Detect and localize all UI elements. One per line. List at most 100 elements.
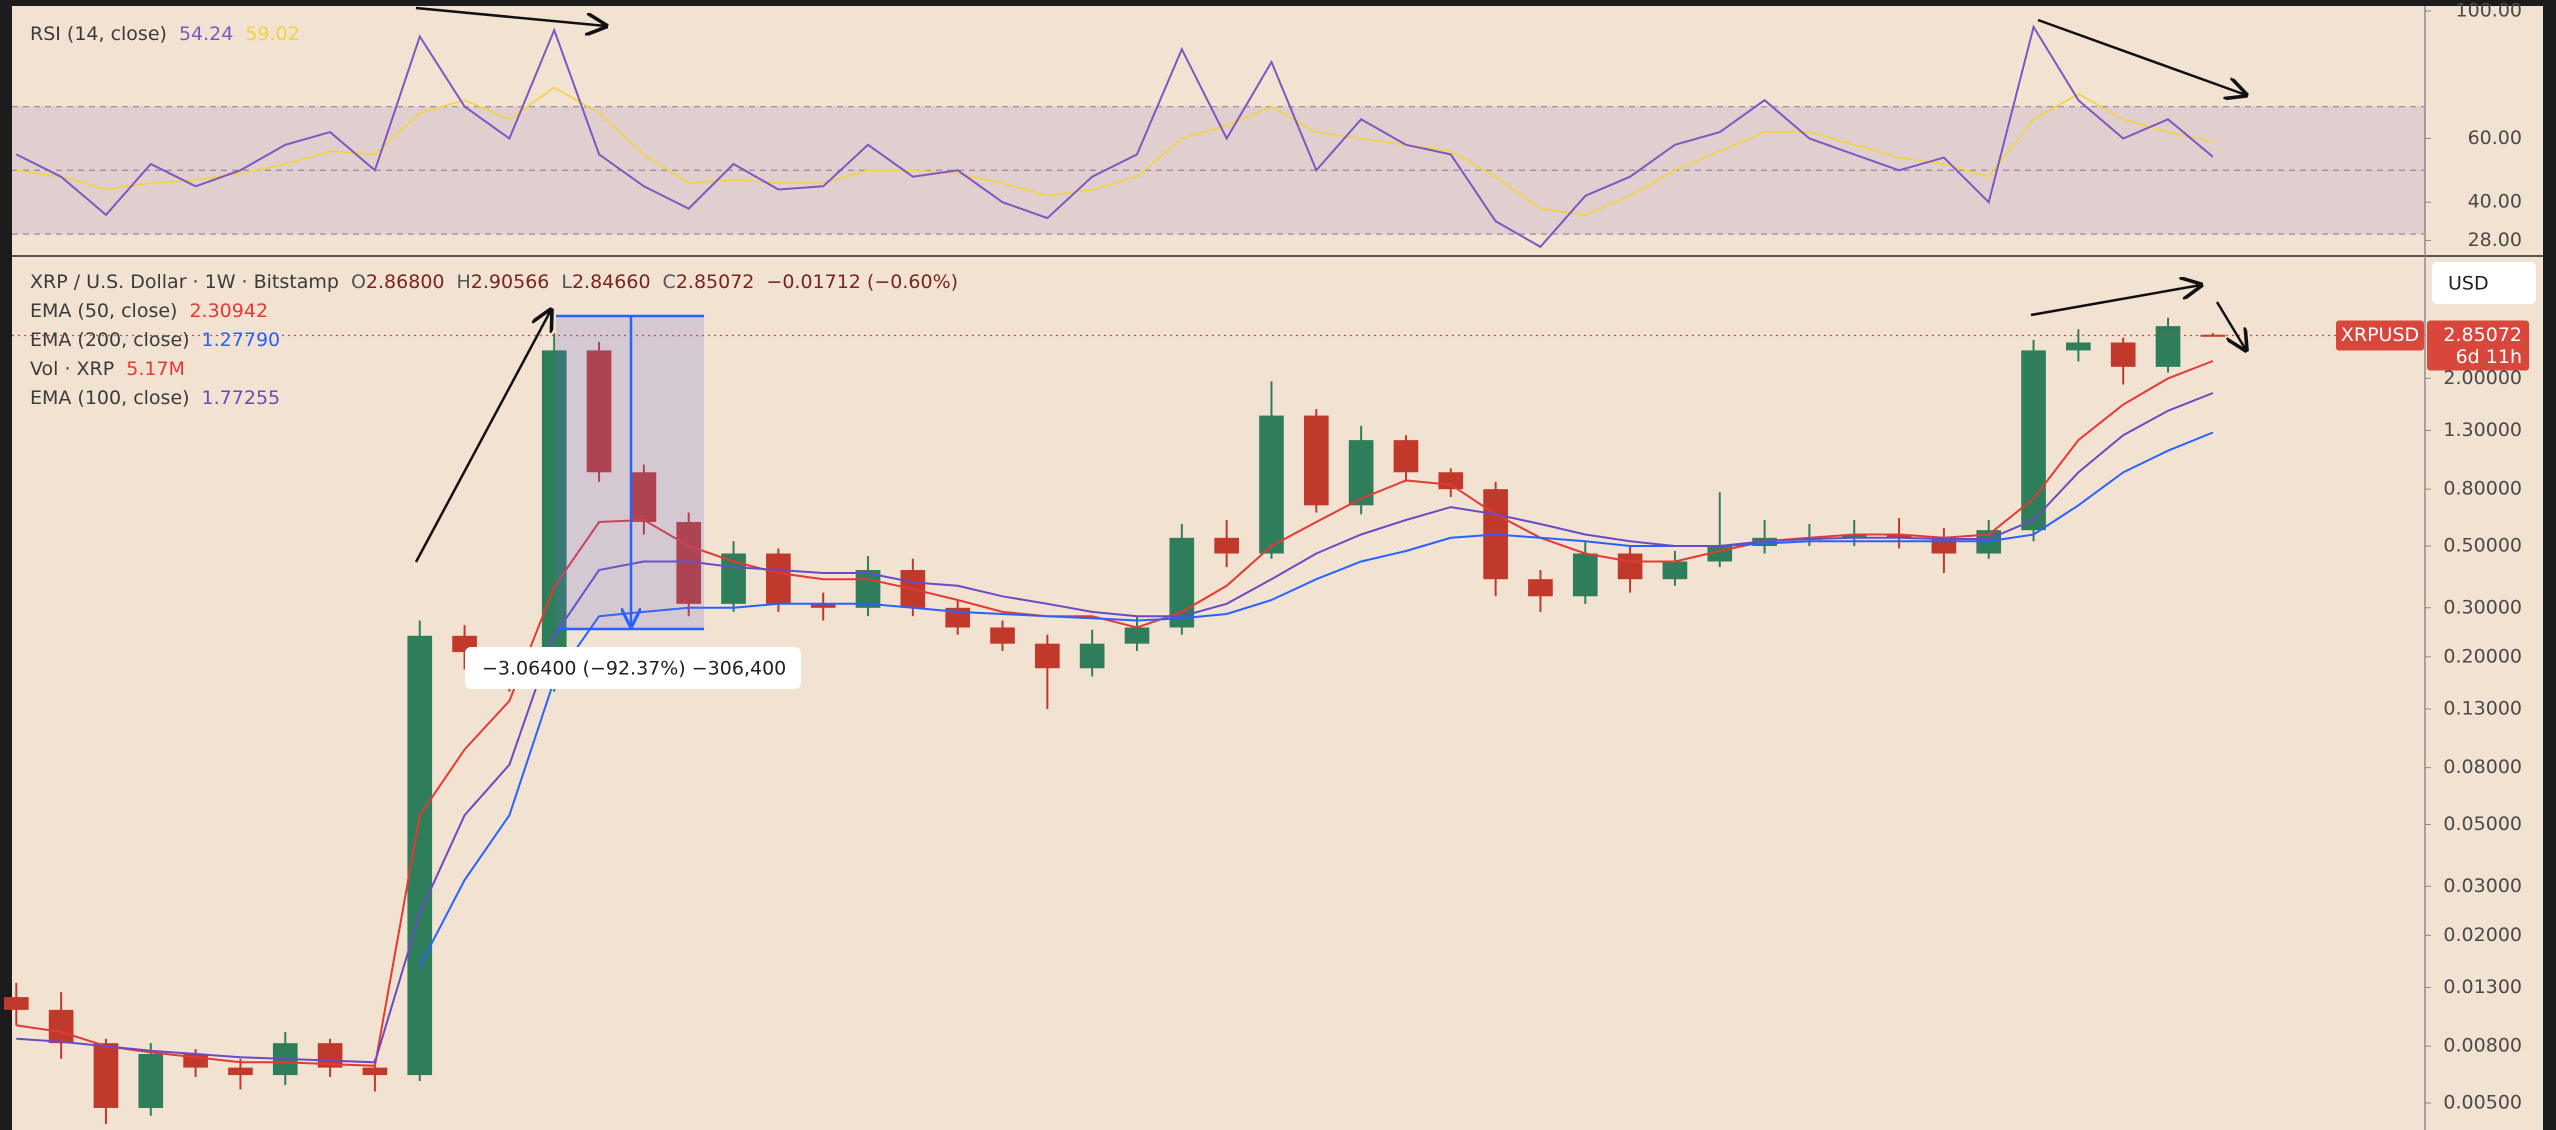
ohlc-value: 2.85072 — [675, 271, 755, 293]
price-tag-value: 2.85072 — [2443, 324, 2522, 346]
legend-name: EMA (50, close) — [30, 300, 178, 322]
candle-body — [1124, 627, 1150, 644]
candle-body — [1214, 537, 1239, 554]
legend-row: EMA (200, close) 1.27790 — [30, 328, 292, 357]
drawn-arrow — [2030, 285, 2201, 317]
candle-body — [1886, 534, 1912, 538]
candle-body — [1572, 553, 1598, 597]
ohlc-value: 2.86800 — [365, 271, 445, 293]
legend-row: EMA (50, close) 2.30942 — [30, 299, 292, 328]
drawn-arrow — [415, 6, 606, 26]
candle-body — [2200, 334, 2226, 337]
y-tick-label: 28.00 — [2468, 229, 2522, 251]
y-tick-label: 0.01300 — [2443, 976, 2522, 998]
legend-title: RSI (14, close) — [30, 23, 167, 45]
drawn-arrow — [2215, 301, 2246, 350]
symbol: XRP / U.S. Dollar · 1W · Bitstamp — [30, 271, 339, 293]
ohlc-key: L — [561, 271, 572, 293]
candle-body — [1528, 579, 1553, 597]
candle-body — [1617, 553, 1643, 580]
series-line — [16, 392, 2214, 1064]
candle-body — [990, 627, 1015, 644]
indicator-legend: EMA (50, close) 2.30942 EMA (200, close) 1.… — [30, 299, 292, 415]
y-tick-label: 60.00 — [2468, 127, 2522, 149]
y-tick-label: 0.20000 — [2443, 645, 2522, 667]
y-tick-label: 0.05000 — [2443, 813, 2522, 835]
change: −0.01712 (−0.60%) — [766, 271, 959, 293]
y-tick-label: 0.13000 — [2443, 697, 2522, 719]
legend-name: Vol · XRP — [30, 358, 115, 380]
top-bar — [0, 0, 2556, 6]
y-tick-label: 0.08000 — [2443, 756, 2522, 778]
price-tag-countdown: 6d 11h — [2456, 346, 2522, 368]
series-line — [15, 24, 2214, 249]
candle-body — [1393, 440, 1419, 473]
candle-body — [2110, 342, 2136, 367]
left-bar — [0, 0, 12, 1130]
candle-body — [855, 570, 881, 608]
legend-value: 5.17M — [126, 358, 185, 380]
candle-body — [362, 1067, 388, 1076]
drawings: −3.06400 (−92.37%) −306,400 USD — [414, 6, 2536, 689]
candle-body — [2066, 342, 2091, 351]
currency-box[interactable] — [2432, 262, 2536, 304]
right-bar — [2543, 0, 2556, 1130]
ohlc-key: C — [662, 271, 676, 293]
candle-body — [138, 1053, 164, 1108]
symbol-header: XRP / U.S. Dollar · 1W · Bitstamp O2.8680… — [30, 270, 970, 294]
drawn-arrow — [2037, 18, 2246, 95]
y-tick-label: 0.03000 — [2443, 875, 2522, 897]
candle-body — [1841, 534, 1867, 538]
candle-body — [1259, 415, 1284, 554]
measure-label-box — [465, 647, 801, 689]
candle-body — [766, 553, 791, 604]
currency[interactable]: USD — [2448, 273, 2489, 295]
candle-body — [1303, 415, 1329, 506]
legend-name: EMA (200, close) — [30, 329, 190, 351]
candle-body — [3, 997, 29, 1010]
y-tick-label: 40.00 — [2468, 191, 2522, 213]
y-tick-label: 1.30000 — [2443, 419, 2522, 441]
y-tick-label: 2.00000 — [2443, 367, 2522, 389]
ohlc-key: O — [350, 271, 366, 293]
rsi-legend: RSI (14, close) 54.24 59.02 — [30, 22, 312, 46]
ohlc-value: 2.84660 — [571, 271, 651, 293]
legend-row: Vol · XRP 5.17M — [30, 357, 292, 386]
price-tag — [2427, 320, 2529, 371]
y-tick-label: 0.00500 — [2443, 1092, 2522, 1114]
legend-value: 59.02 — [245, 23, 300, 45]
candle-body — [586, 350, 612, 473]
candle-body — [228, 1067, 253, 1076]
legend-value: 1.27790 — [201, 329, 281, 351]
y-tick-label: 0.30000 — [2443, 596, 2522, 618]
candle-body — [2155, 326, 2181, 367]
candle-body — [2021, 350, 2046, 531]
series-line — [16, 360, 2214, 1067]
candle-body — [407, 635, 433, 1076]
measure-label: −3.06400 (−92.37%) −306,400 — [482, 658, 786, 680]
candle-body — [1662, 561, 1688, 580]
symbol-tag — [2336, 320, 2424, 351]
candle-body — [93, 1043, 119, 1108]
y-tick-label: 0.50000 — [2443, 535, 2522, 557]
ohlc-value: 2.90566 — [470, 271, 550, 293]
y-tick-label: 0.00800 — [2443, 1035, 2522, 1057]
legend-value: 54.24 — [178, 23, 234, 45]
ohlc-key: H — [456, 271, 471, 293]
legend-value: 2.30942 — [189, 300, 269, 322]
y-tick-label: 100.00 — [2456, 0, 2522, 22]
symbol-tag-text: XRPUSD — [2341, 324, 2419, 346]
candle-body — [810, 603, 836, 608]
candle-body — [1035, 643, 1060, 669]
candle-body — [1079, 643, 1105, 669]
candle-body — [1438, 472, 1464, 490]
candle-body — [1931, 537, 1957, 554]
plot: 100.00 60.00 40.00 28.00 2.00000 1.30000 0.800… — [3, 0, 2529, 1125]
series-line — [418, 431, 2214, 967]
legend-row: EMA (100, close) 1.77255 — [30, 386, 292, 415]
legend-name: EMA (100, close) — [30, 387, 190, 409]
y-tick-label: 0.80000 — [2443, 478, 2522, 500]
candle-body — [631, 472, 657, 522]
